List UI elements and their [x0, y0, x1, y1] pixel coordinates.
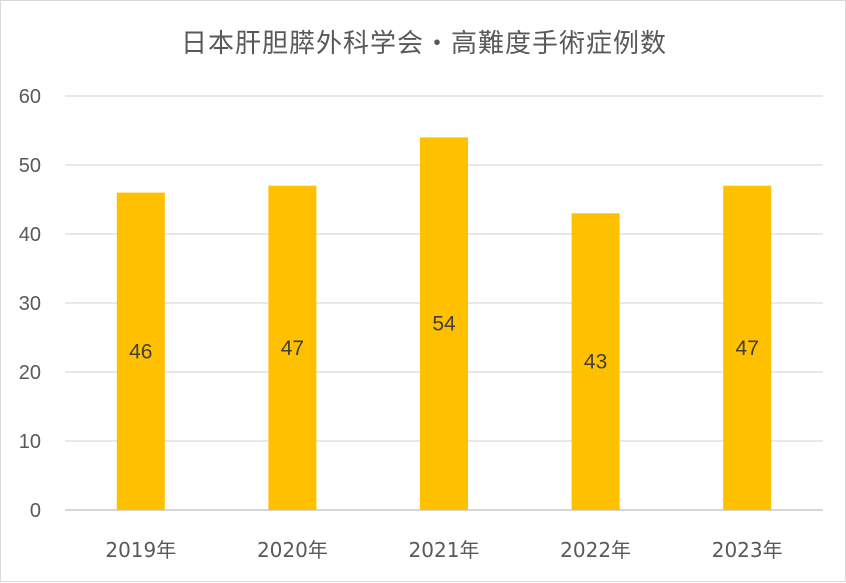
x-tick-label: 2022年: [560, 538, 631, 562]
bar: [571, 213, 620, 511]
y-tick-label: 10: [19, 431, 41, 453]
x-tick-label: 2020年: [257, 538, 328, 562]
bar: [268, 185, 317, 510]
data-label: 47: [281, 337, 304, 360]
bar: [420, 137, 468, 510]
y-tick-label: 20: [19, 362, 41, 384]
y-tick-label: 40: [19, 224, 41, 246]
x-tick-label: 2021年: [409, 538, 480, 562]
data-label: 54: [432, 313, 456, 336]
y-tick-label: 50: [19, 155, 41, 177]
y-tick-label: 30: [19, 293, 41, 315]
x-tick-label: 2019年: [105, 538, 176, 562]
data-label: 47: [736, 337, 759, 360]
x-tick-label: 2023年: [712, 538, 783, 562]
y-tick-label: 60: [19, 86, 41, 108]
bar: [723, 185, 772, 510]
chart-title: 日本肝胆膵外科学会・高難度手術症例数: [180, 29, 667, 59]
y-tick-label: 0: [30, 500, 41, 522]
data-label: 43: [584, 351, 607, 374]
data-label: 46: [129, 340, 152, 363]
bar: [116, 192, 165, 510]
